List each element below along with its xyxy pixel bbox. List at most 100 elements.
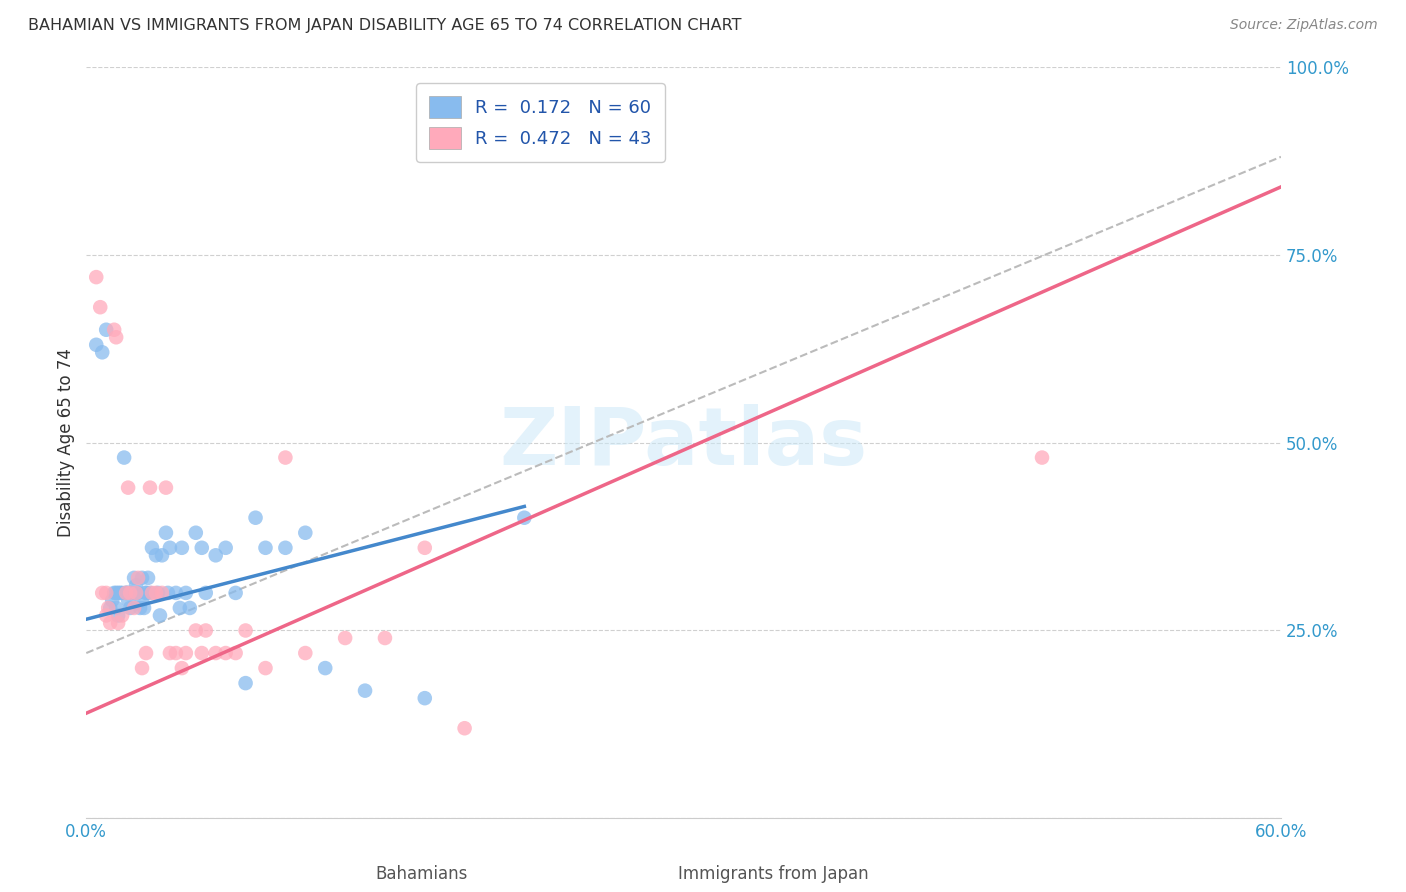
- Point: [274, 450, 297, 465]
- Point: [129, 601, 152, 615]
- Point: [413, 541, 436, 555]
- Point: [169, 601, 191, 615]
- Point: [125, 586, 148, 600]
- Point: [141, 541, 163, 555]
- Text: Source: ZipAtlas.com: Source: ZipAtlas.com: [1230, 18, 1378, 32]
- Point: [105, 586, 128, 600]
- Text: Immigrants from Japan: Immigrants from Japan: [678, 864, 869, 882]
- Point: [131, 571, 153, 585]
- Point: [135, 586, 157, 600]
- Point: [91, 586, 114, 600]
- Point: [453, 721, 475, 735]
- Point: [107, 615, 129, 630]
- Point: [149, 608, 172, 623]
- Point: [354, 683, 377, 698]
- Point: [174, 586, 197, 600]
- Point: [115, 586, 138, 600]
- Point: [117, 593, 139, 607]
- Point: [194, 624, 217, 638]
- Point: [413, 691, 436, 706]
- Point: [131, 661, 153, 675]
- Point: [191, 646, 214, 660]
- Point: [150, 586, 173, 600]
- Text: Bahamians: Bahamians: [375, 864, 468, 882]
- Point: [117, 586, 139, 600]
- Legend: R =  0.172   N = 60, R =  0.472   N = 43: R = 0.172 N = 60, R = 0.472 N = 43: [416, 83, 665, 161]
- Point: [274, 541, 297, 555]
- Point: [155, 481, 177, 495]
- Point: [191, 541, 214, 555]
- Point: [96, 323, 118, 337]
- Point: [107, 608, 129, 623]
- Point: [314, 661, 336, 675]
- Point: [117, 481, 139, 495]
- Point: [98, 615, 121, 630]
- Point: [96, 608, 118, 623]
- Point: [150, 549, 173, 563]
- Point: [84, 270, 107, 285]
- Point: [139, 586, 162, 600]
- Y-axis label: Disability Age 65 to 74: Disability Age 65 to 74: [58, 348, 75, 537]
- Point: [254, 541, 277, 555]
- Point: [84, 338, 107, 352]
- Point: [103, 586, 125, 600]
- Point: [122, 571, 145, 585]
- Point: [139, 481, 162, 495]
- Point: [115, 586, 138, 600]
- Point: [135, 586, 157, 600]
- Point: [125, 578, 148, 592]
- Point: [156, 586, 179, 600]
- Point: [215, 541, 238, 555]
- Point: [141, 586, 163, 600]
- Point: [89, 300, 111, 314]
- Point: [101, 593, 124, 607]
- Point: [98, 601, 121, 615]
- Point: [1031, 450, 1053, 465]
- Point: [131, 593, 153, 607]
- Text: BAHAMIAN VS IMMIGRANTS FROM JAPAN DISABILITY AGE 65 TO 74 CORRELATION CHART: BAHAMIAN VS IMMIGRANTS FROM JAPAN DISABI…: [28, 18, 741, 33]
- Point: [159, 541, 181, 555]
- Point: [122, 601, 145, 615]
- Point: [145, 586, 167, 600]
- Point: [513, 510, 536, 524]
- Point: [215, 646, 238, 660]
- Point: [125, 586, 148, 600]
- Point: [105, 601, 128, 615]
- Point: [120, 601, 142, 615]
- Point: [145, 549, 167, 563]
- Point: [111, 586, 134, 600]
- Point: [105, 330, 128, 344]
- Point: [235, 624, 257, 638]
- Point: [112, 450, 135, 465]
- Point: [225, 646, 247, 660]
- Point: [245, 510, 267, 524]
- Point: [108, 586, 131, 600]
- Point: [136, 571, 159, 585]
- Point: [132, 601, 155, 615]
- Point: [103, 323, 125, 337]
- Point: [204, 549, 226, 563]
- Point: [235, 676, 257, 690]
- Point: [174, 646, 197, 660]
- Point: [107, 586, 129, 600]
- Point: [184, 624, 207, 638]
- Point: [165, 646, 187, 660]
- Point: [111, 608, 134, 623]
- Point: [170, 661, 193, 675]
- Point: [97, 601, 120, 615]
- Point: [184, 525, 207, 540]
- Point: [146, 586, 169, 600]
- Point: [120, 586, 142, 600]
- Point: [333, 631, 356, 645]
- Point: [170, 541, 193, 555]
- Point: [91, 345, 114, 359]
- Point: [374, 631, 396, 645]
- Point: [204, 646, 226, 660]
- Point: [159, 646, 181, 660]
- Point: [179, 601, 201, 615]
- Point: [127, 586, 149, 600]
- Point: [121, 586, 143, 600]
- Point: [294, 646, 316, 660]
- Point: [254, 661, 277, 675]
- Text: ZIPatlas: ZIPatlas: [499, 403, 868, 482]
